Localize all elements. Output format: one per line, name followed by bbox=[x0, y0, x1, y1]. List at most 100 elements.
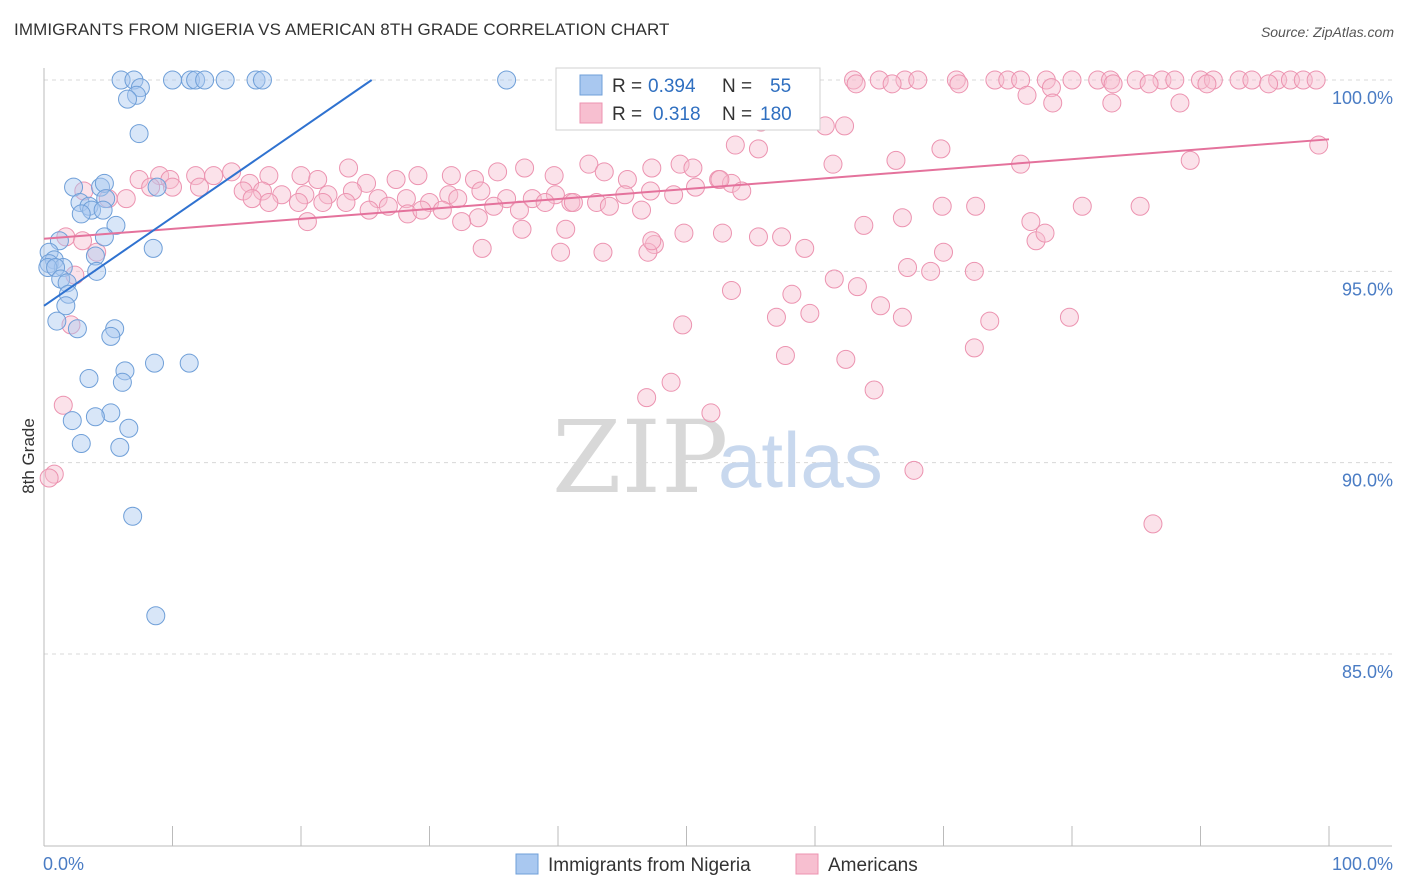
americans-point-13 bbox=[1126, 70, 1146, 90]
americans-point-29 bbox=[1139, 74, 1159, 94]
americans-point-24 bbox=[846, 74, 866, 94]
legend-swatch-nigeria bbox=[579, 74, 603, 96]
americans-point-132 bbox=[892, 208, 912, 228]
americans-point-167 bbox=[775, 346, 795, 366]
nigeria-point-1 bbox=[124, 70, 144, 90]
nigeria-point-34 bbox=[46, 258, 66, 278]
bottom-legend-label-nigeria: Immigrants from Nigeria bbox=[548, 855, 751, 876]
americans-point-147 bbox=[934, 242, 953, 262]
americans-point-173 bbox=[53, 395, 73, 415]
nigeria-point-29 bbox=[85, 246, 105, 266]
legend-n-value-2: 180 bbox=[760, 104, 792, 125]
nigeria-point-56 bbox=[146, 606, 166, 626]
americans-point-128 bbox=[712, 223, 732, 243]
legend-n-label-1: N = bbox=[722, 76, 752, 97]
x-tick-label-max: 100.0% bbox=[1332, 854, 1393, 874]
nigeria-point-13 bbox=[129, 124, 149, 144]
americans-point-109 bbox=[359, 200, 379, 220]
americans-point-130 bbox=[772, 227, 792, 247]
series-nigeria-points bbox=[38, 70, 517, 626]
americans-point-105 bbox=[259, 192, 279, 212]
nigeria-point-51 bbox=[62, 411, 82, 431]
nigeria-point-40 bbox=[47, 311, 67, 331]
americans-point-72 bbox=[670, 154, 690, 174]
americans-point-175 bbox=[39, 468, 59, 488]
americans-point-110 bbox=[378, 196, 398, 216]
americans-point-171 bbox=[637, 388, 657, 408]
americans-point-137 bbox=[1130, 196, 1150, 216]
nigeria-point-17 bbox=[147, 177, 167, 197]
americans-point-157 bbox=[782, 284, 802, 304]
americans-point-158 bbox=[871, 296, 891, 316]
americans-point-104 bbox=[242, 189, 262, 209]
americans-point-2 bbox=[869, 70, 889, 90]
nigeria-point-49 bbox=[101, 403, 121, 423]
americans-point-103 bbox=[732, 181, 752, 201]
nigeria-point-8 bbox=[252, 70, 272, 90]
americans-point-142 bbox=[551, 242, 571, 262]
nigeria-point-25 bbox=[94, 227, 114, 247]
americans-point-65 bbox=[488, 162, 508, 182]
americans-point-58 bbox=[308, 169, 328, 189]
americans-point-64 bbox=[464, 169, 484, 189]
nigeria-point-15 bbox=[91, 177, 111, 197]
americans-point-134 bbox=[966, 196, 986, 216]
americans-point-19 bbox=[1242, 70, 1262, 90]
nigeria-point-9 bbox=[497, 70, 517, 90]
americans-point-49 bbox=[129, 169, 149, 189]
americans-point-61 bbox=[386, 169, 406, 189]
nigeria-point-53 bbox=[71, 434, 91, 454]
americans-point-160 bbox=[766, 307, 786, 327]
americans-point-48 bbox=[886, 150, 906, 170]
nigeria-point-48 bbox=[112, 372, 132, 392]
watermark-zip: ZIP bbox=[552, 399, 728, 516]
legend-r-value-2: 0.318 bbox=[653, 104, 701, 125]
americans-point-26 bbox=[949, 74, 969, 94]
nigeria-point-24 bbox=[106, 215, 126, 235]
stats-legend: R = 0.394 N = 55 R = 0.318 N = 180 bbox=[555, 67, 821, 131]
americans-point-159 bbox=[800, 303, 820, 323]
americans-point-15 bbox=[1165, 70, 1185, 90]
americans-point-153 bbox=[964, 261, 984, 281]
americans-point-62 bbox=[408, 166, 428, 186]
americans-point-107 bbox=[313, 192, 333, 212]
americans-point-32 bbox=[1017, 85, 1037, 105]
americans-point-163 bbox=[1059, 307, 1079, 327]
americans-point-57 bbox=[291, 166, 311, 186]
americans-point-124 bbox=[512, 219, 532, 239]
bottom-legend-swatch-nigeria bbox=[515, 853, 539, 875]
americans-point-176 bbox=[904, 460, 924, 480]
americans-point-27 bbox=[1041, 78, 1061, 98]
source-label: Source: ZipAtlas.com bbox=[1260, 24, 1394, 40]
nigeria-point-22 bbox=[93, 200, 113, 220]
americans-point-81 bbox=[189, 177, 209, 197]
bottom-legend: Immigrants from Nigeria Americans bbox=[515, 853, 918, 876]
americans-point-89 bbox=[396, 189, 416, 209]
americans-point-114 bbox=[448, 189, 468, 209]
americans-point-68 bbox=[579, 154, 599, 174]
trend-line-nigeria bbox=[43, 79, 373, 307]
americans-point-70 bbox=[617, 169, 637, 189]
americans-point-120 bbox=[599, 196, 619, 216]
americans-point-108 bbox=[336, 192, 356, 212]
americans-point-170 bbox=[864, 380, 884, 400]
americans-point-125 bbox=[556, 219, 576, 239]
nigeria-point-2 bbox=[163, 70, 182, 90]
watermark-atlas: atlas bbox=[718, 416, 883, 504]
legend-r-label-1: R = bbox=[612, 76, 642, 97]
americans-point-94 bbox=[522, 189, 542, 209]
americans-point-80 bbox=[163, 177, 182, 197]
americans-point-42 bbox=[748, 139, 768, 159]
americans-point-100 bbox=[664, 185, 684, 205]
y-tick-label-2: 95.0% bbox=[1342, 279, 1393, 299]
americans-point-161 bbox=[892, 307, 912, 327]
y-tick-label-3: 100.0% bbox=[1332, 88, 1393, 108]
nigeria-point-5 bbox=[195, 70, 215, 90]
americans-point-162 bbox=[980, 311, 1000, 331]
americans-point-4 bbox=[908, 70, 928, 90]
americans-point-30 bbox=[1197, 74, 1217, 94]
americans-point-129 bbox=[748, 227, 768, 247]
americans-point-168 bbox=[836, 349, 856, 369]
americans-point-119 bbox=[563, 192, 583, 212]
watermark: ZIP atlas bbox=[552, 399, 883, 516]
